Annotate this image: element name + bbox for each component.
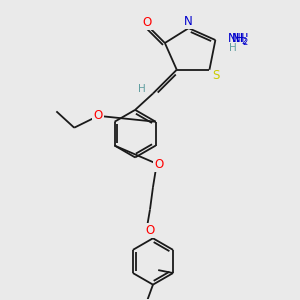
Text: 2: 2	[242, 37, 247, 46]
Text: O: O	[93, 109, 103, 122]
Text: O: O	[146, 224, 154, 237]
Text: S: S	[212, 69, 220, 82]
Text: H: H	[138, 84, 146, 94]
Text: O: O	[142, 16, 152, 29]
Text: 2: 2	[243, 38, 248, 46]
Text: H: H	[229, 44, 236, 53]
Text: NH: NH	[232, 32, 249, 45]
Text: O: O	[154, 158, 164, 171]
Text: NH: NH	[228, 32, 245, 45]
Text: N: N	[184, 15, 193, 28]
